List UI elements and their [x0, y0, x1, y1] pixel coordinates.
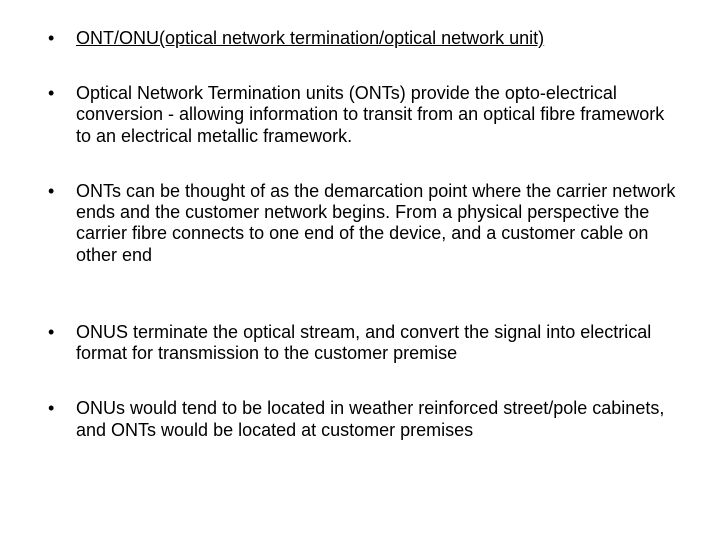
list-item: Optical Network Termination units (ONTs)… — [36, 83, 684, 147]
list-item: ONT/ONU(optical network termination/opti… — [36, 28, 684, 49]
slide: ONT/ONU(optical network termination/opti… — [0, 0, 720, 540]
bullet-text: Optical Network Termination units (ONTs)… — [76, 83, 664, 145]
list-item: ONUS terminate the optical stream, and c… — [36, 322, 684, 364]
list-item: ONUs would tend to be located in weather… — [36, 398, 684, 440]
bullet-text: ONUs would tend to be located in weather… — [76, 398, 664, 439]
bullet-list: ONT/ONU(optical network termination/opti… — [36, 28, 684, 441]
bullet-text: ONUS terminate the optical stream, and c… — [76, 322, 651, 363]
list-item: ONTs can be thought of as the demarcatio… — [36, 181, 684, 266]
bullet-text: ONT/ONU(optical network termination/opti… — [76, 28, 544, 48]
bullet-text: ONTs can be thought of as the demarcatio… — [76, 181, 675, 265]
